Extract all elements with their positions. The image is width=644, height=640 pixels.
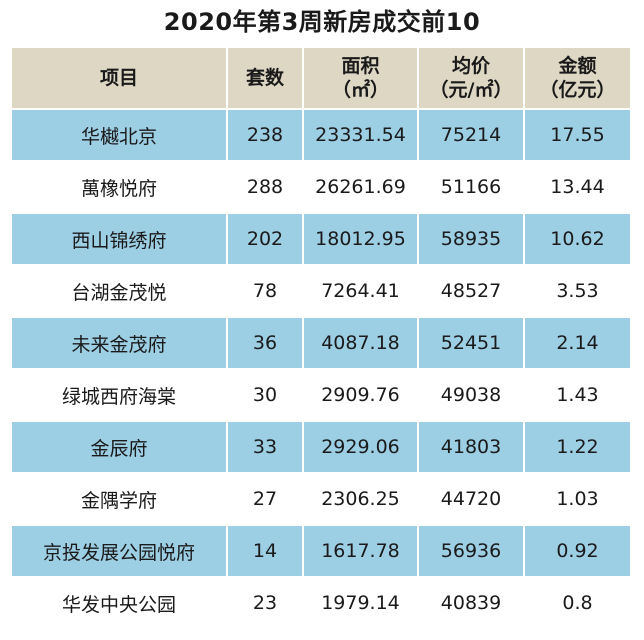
cell-price: 58935 — [417, 212, 525, 266]
header-area-label: 面积 — [341, 55, 380, 77]
cell-units: 238 — [226, 108, 304, 162]
header-price-unit: （元/㎡） — [429, 79, 513, 101]
table-row: 未来金茂府 36 4087.18 52451 2.14 — [10, 316, 632, 370]
table-row: 华发中央公园 23 1979.14 40839 0.8 — [10, 576, 632, 630]
cell-project: 西山锦绣府 — [10, 212, 228, 266]
table-row: 绿城西府海棠 30 2909.76 49038 1.43 — [10, 368, 632, 422]
table-row: 萬橡悦府 288 26261.69 51166 13.44 — [10, 160, 632, 214]
cell-amount: 0.8 — [523, 576, 632, 630]
cell-project: 萬橡悦府 — [10, 160, 228, 214]
sales-table: 项目 套数 面积 （㎡） 均价 （元/㎡） 金额 （亿元） 华樾北京 238 2… — [10, 46, 632, 630]
header-area-unit: （㎡） — [331, 79, 389, 101]
cell-price: 51166 — [417, 160, 525, 214]
cell-units: 288 — [226, 160, 304, 214]
header-row: 项目 套数 面积 （㎡） 均价 （元/㎡） 金额 （亿元） — [10, 46, 632, 110]
cell-amount: 0.92 — [523, 524, 632, 578]
header-amount-unit: （亿元） — [539, 79, 616, 101]
header-units: 套数 — [226, 46, 304, 110]
table-row: 西山锦绣府 202 18012.95 58935 10.62 — [10, 212, 632, 266]
header-amount-label: 金额 — [558, 55, 597, 77]
cell-price: 75214 — [417, 108, 525, 162]
cell-units: 36 — [226, 316, 304, 370]
cell-amount: 2.14 — [523, 316, 632, 370]
cell-area: 7264.41 — [302, 264, 419, 318]
cell-units: 33 — [226, 420, 304, 474]
cell-area: 2306.25 — [302, 472, 419, 526]
cell-project: 金辰府 — [10, 420, 228, 474]
cell-area: 1617.78 — [302, 524, 419, 578]
cell-area: 18012.95 — [302, 212, 419, 266]
cell-project: 台湖金茂悦 — [10, 264, 228, 318]
cell-units: 202 — [226, 212, 304, 266]
cell-amount: 13.44 — [523, 160, 632, 214]
cell-price: 49038 — [417, 368, 525, 422]
cell-area: 1979.14 — [302, 576, 419, 630]
cell-price: 44720 — [417, 472, 525, 526]
table-row: 台湖金茂悦 78 7264.41 48527 3.53 — [10, 264, 632, 318]
cell-units: 27 — [226, 472, 304, 526]
page-title: 2020年第3周新房成交前10 — [163, 8, 481, 36]
cell-amount: 10.62 — [523, 212, 632, 266]
cell-units: 23 — [226, 576, 304, 630]
cell-amount: 17.55 — [523, 108, 632, 162]
cell-project: 未来金茂府 — [10, 316, 228, 370]
cell-units: 78 — [226, 264, 304, 318]
cell-amount: 3.53 — [523, 264, 632, 318]
cell-amount: 1.22 — [523, 420, 632, 474]
cell-amount: 1.03 — [523, 472, 632, 526]
cell-price: 52451 — [417, 316, 525, 370]
cell-area: 2909.76 — [302, 368, 419, 422]
cell-project: 绿城西府海棠 — [10, 368, 228, 422]
table-row: 金辰府 33 2929.06 41803 1.22 — [10, 420, 632, 474]
cell-area: 2929.06 — [302, 420, 419, 474]
header-amount: 金额 （亿元） — [523, 46, 632, 110]
cell-units: 30 — [226, 368, 304, 422]
cell-project: 京投发展公园悦府 — [10, 524, 228, 578]
cell-amount: 1.43 — [523, 368, 632, 422]
header-area: 面积 （㎡） — [302, 46, 419, 110]
cell-project: 金隅学府 — [10, 472, 228, 526]
cell-project: 华樾北京 — [10, 108, 228, 162]
cell-area: 23331.54 — [302, 108, 419, 162]
header-price-label: 均价 — [451, 55, 490, 77]
header-project: 项目 — [10, 46, 228, 110]
cell-units: 14 — [226, 524, 304, 578]
cell-price: 40839 — [417, 576, 525, 630]
table-row: 华樾北京 238 23331.54 75214 17.55 — [10, 108, 632, 162]
cell-price: 41803 — [417, 420, 525, 474]
table-row: 京投发展公园悦府 14 1617.78 56936 0.92 — [10, 524, 632, 578]
cell-area: 4087.18 — [302, 316, 419, 370]
header-price: 均价 （元/㎡） — [417, 46, 525, 110]
table-row: 金隅学府 27 2306.25 44720 1.03 — [10, 472, 632, 526]
cell-project: 华发中央公园 — [10, 576, 228, 630]
cell-price: 56936 — [417, 524, 525, 578]
cell-price: 48527 — [417, 264, 525, 318]
cell-area: 26261.69 — [302, 160, 419, 214]
